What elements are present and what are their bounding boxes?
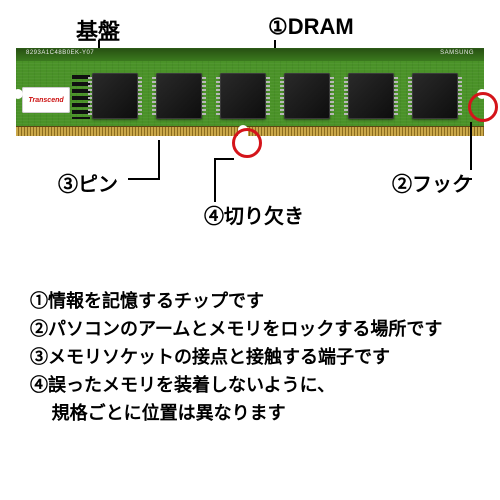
leader-hook-v [470,122,472,170]
brand-sticker: Transcend [22,87,70,113]
silk-right: SAMSUNG [440,50,474,56]
explain-line-1: ①情報を記憶するチップです [30,288,470,316]
circle-hook [468,92,498,122]
dram-chip [156,73,202,119]
label-notch: ④切り欠き [204,200,304,229]
leader-notch-h [214,158,234,160]
dram-chip [412,73,458,119]
silk-left: 8293A1C48B0EK-Y07 [26,50,94,56]
dram-chip [220,73,266,119]
dram-chip-row [92,73,458,119]
dram-chip [92,73,138,119]
pcb: 8293A1C48B0EK-Y07 SAMSUNG Transcend [16,48,484,136]
diagram-area: 基盤 ①DRAM 8293A1C48B0EK-Y07 SAMSUNG Trans… [0,0,500,260]
dram-chip [284,73,330,119]
leader-pin-v [158,140,160,180]
label-hook: ②フック [392,168,472,197]
leader-notch-v [214,158,216,202]
circle-notch [232,128,262,158]
leader-hook-h [462,178,472,180]
leader-pin-h [128,178,160,180]
dram-chip [348,73,394,119]
explanation-block: ①情報を記憶するチップです ②パソコンのアームとメモリをロックする場所です ③メ… [30,288,470,427]
explain-line-5: 規格ごとに位置は異なります [30,400,470,428]
explain-line-3: ③メモリソケットの接点と接触する端子です [30,344,470,372]
hook-cut-left [13,89,23,99]
explain-line-4: ④誤ったメモリを装着しないように、 [30,372,470,400]
label-pin: ③ピン [58,168,118,197]
label-dram: ①DRAM [268,14,354,40]
explain-line-2: ②パソコンのアームとメモリをロックする場所です [30,316,470,344]
